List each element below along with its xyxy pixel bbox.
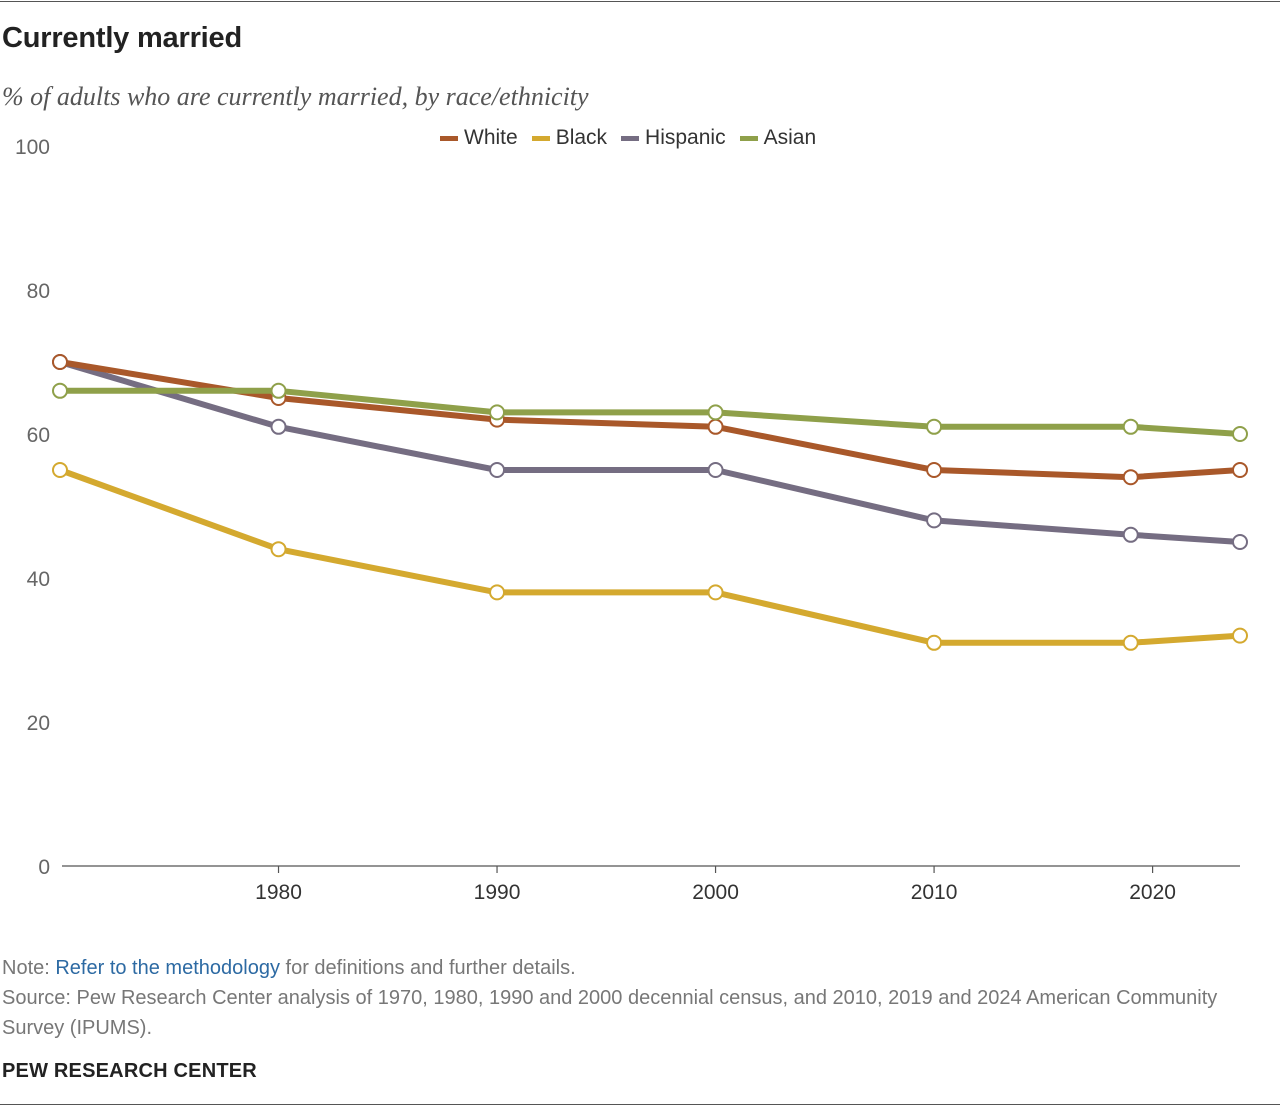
- methodology-link[interactable]: Refer to the methodology: [55, 957, 280, 979]
- data-point-black: [489, 584, 506, 601]
- y-tick-label: 80: [27, 280, 50, 303]
- data-point-asian: [489, 404, 506, 421]
- note-suffix: for definitions and further details.: [279, 957, 576, 979]
- legend-label-asian: Asian: [763, 126, 817, 149]
- data-point-asian: [1122, 418, 1139, 435]
- legend-item-hispanic: Hispanic: [621, 126, 726, 150]
- y-tick-label: 20: [27, 712, 50, 735]
- legend-swatch-asian: [739, 135, 758, 141]
- data-point-asian: [926, 418, 943, 435]
- data-point-hispanic: [270, 418, 287, 435]
- top-rule: [0, 1, 1280, 2]
- y-tick-label: 40: [27, 568, 50, 591]
- data-point-hispanic: [1232, 534, 1248, 550]
- bottom-rule: [0, 1104, 1280, 1105]
- legend-swatch-black: [531, 135, 550, 141]
- series-line-white: [57, 359, 1243, 481]
- legend-swatch-hispanic: [621, 135, 640, 141]
- chart-notes: Note: Refer to the methodology for defin…: [2, 953, 1262, 1043]
- data-point-white: [52, 354, 68, 370]
- x-tick-label: 2000: [692, 881, 739, 904]
- x-tick-label: 2010: [911, 881, 958, 904]
- y-tick-label: 100: [15, 136, 50, 159]
- legend-label-black: Black: [555, 126, 608, 149]
- data-point-asian: [1232, 426, 1248, 442]
- data-point-white: [707, 418, 724, 435]
- x-tick-label: 1980: [255, 881, 302, 904]
- data-point-black: [270, 541, 287, 558]
- data-point-black: [1232, 627, 1248, 644]
- data-point-black: [52, 462, 68, 478]
- data-point-asian: [270, 382, 287, 399]
- legend-item-white: White: [440, 126, 518, 150]
- y-tick-label: 60: [27, 424, 50, 447]
- x-tick-label: 1990: [474, 881, 521, 904]
- note-line: Note: Refer to the methodology for defin…: [2, 953, 1262, 983]
- chart-title: Currently married: [2, 22, 242, 54]
- data-point-hispanic: [707, 462, 724, 478]
- brand-footer: PEW RESEARCH CENTER: [2, 1060, 257, 1082]
- legend-label-white: White: [464, 126, 518, 149]
- legend-swatch-white: [440, 135, 458, 141]
- data-point-black: [926, 634, 943, 651]
- legend-label-hispanic: Hispanic: [645, 126, 726, 149]
- source-line: Source: Pew Research Center analysis of …: [2, 987, 1218, 1039]
- data-point-asian: [707, 404, 724, 421]
- data-point-hispanic: [1122, 526, 1139, 543]
- series-line-black: [57, 467, 1243, 646]
- data-point-black: [1122, 634, 1139, 651]
- y-tick-label: 0: [38, 856, 50, 879]
- chart-subtitle: % of adults who are currently married, b…: [2, 82, 589, 111]
- data-point-black: [707, 584, 724, 601]
- data-point-white: [1122, 469, 1139, 486]
- data-point-hispanic: [926, 512, 943, 529]
- x-tick-label: 2020: [1129, 881, 1176, 904]
- note-prefix: Note:: [2, 957, 56, 979]
- legend: White Black Hispanic Asian: [440, 126, 830, 150]
- legend-item-asian: Asian: [739, 126, 817, 150]
- line-chart: 0 20 40 60 80 100 1980 1990 2000 2010 2020: [15, 136, 1248, 904]
- data-point-white: [926, 462, 943, 478]
- data-point-hispanic: [489, 462, 506, 478]
- data-point-asian: [52, 382, 68, 399]
- data-point-white: [1232, 462, 1248, 478]
- legend-item-black: Black: [531, 126, 608, 150]
